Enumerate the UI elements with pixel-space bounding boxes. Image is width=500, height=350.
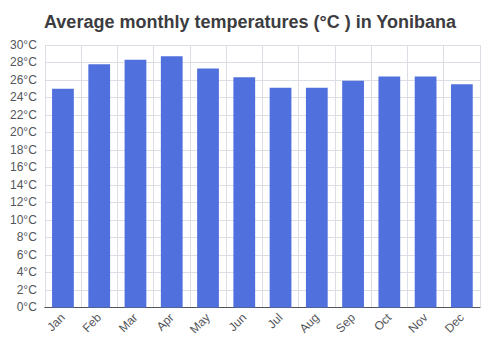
- svg-text:0°C: 0°C: [17, 300, 37, 314]
- svg-text:12°C: 12°C: [10, 195, 37, 209]
- svg-text:8°C: 8°C: [17, 230, 37, 244]
- svg-text:6°C: 6°C: [17, 248, 37, 262]
- svg-text:2°C: 2°C: [17, 283, 37, 297]
- svg-text:Feb: Feb: [80, 310, 105, 335]
- svg-text:14°C: 14°C: [10, 178, 37, 192]
- svg-text:16°C: 16°C: [10, 160, 37, 174]
- svg-text:Sep: Sep: [333, 310, 358, 335]
- svg-text:18°C: 18°C: [10, 143, 37, 157]
- svg-text:Jan: Jan: [44, 311, 68, 335]
- svg-text:Oct: Oct: [371, 310, 395, 334]
- svg-text:Average monthly temperatures (: Average monthly temperatures (°C ) in Yo…: [44, 12, 457, 32]
- svg-text:30°C: 30°C: [10, 38, 37, 52]
- svg-text:Nov: Nov: [406, 311, 431, 336]
- svg-text:May: May: [187, 311, 213, 337]
- svg-text:26°C: 26°C: [10, 73, 37, 87]
- svg-text:Aug: Aug: [297, 311, 322, 336]
- svg-text:20°C: 20°C: [10, 125, 37, 139]
- svg-text:Jul: Jul: [265, 311, 286, 332]
- svg-text:Mar: Mar: [116, 311, 141, 335]
- svg-text:4°C: 4°C: [17, 265, 37, 279]
- svg-text:22°C: 22°C: [10, 108, 37, 122]
- svg-text:Apr: Apr: [154, 311, 177, 334]
- svg-text:24°C: 24°C: [10, 90, 37, 104]
- svg-text:Dec: Dec: [442, 311, 467, 336]
- svg-text:10°C: 10°C: [10, 213, 37, 227]
- svg-text:Jun: Jun: [226, 311, 250, 335]
- svg-text:28°C: 28°C: [10, 55, 37, 69]
